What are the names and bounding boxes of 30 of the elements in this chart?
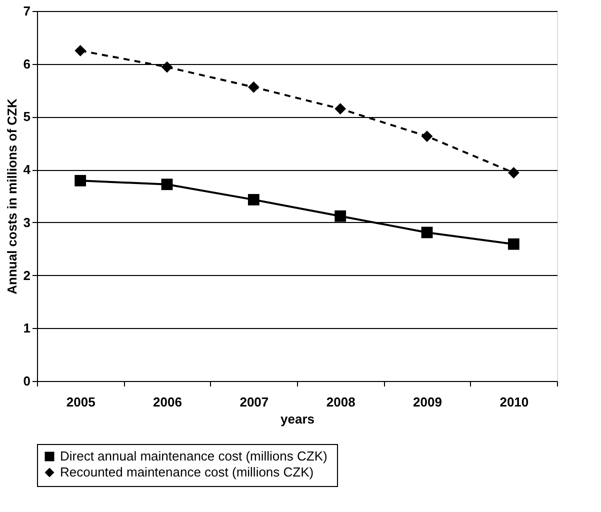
y-tick-label: 5 [23,109,30,124]
point [248,81,260,93]
x-tick-label: 2007 [240,394,269,410]
y-tick-label: 2 [23,268,30,283]
y-tick-label: 4 [23,162,32,178]
y-tick-label: 3 [23,214,30,230]
point [74,44,86,56]
legend-label: Direct annual maintenance cost (millions CZK) [60,448,328,464]
point [334,210,346,222]
point [508,238,520,250]
y-axis-title: Annual costs in millions of CZK [4,98,20,294]
point [421,226,433,238]
y-tick-label: 6 [23,56,30,72]
legend-label: Recounted maintenance cost (millions CZK) [60,464,314,480]
x-axis-title: years [280,412,314,426]
x-tick-label: 2006 [153,394,182,410]
x-tick-label: 2005 [66,394,96,410]
x-tick-label: 2010 [500,394,529,410]
y-tick-label: 0 [23,374,30,388]
point [421,130,433,142]
y-tick-label: 1 [23,320,30,336]
x-tick-label: 2008 [326,394,356,410]
x-tick-label: 2009 [413,394,442,410]
point [161,61,173,73]
point [334,103,346,114]
point [161,178,173,190]
point [508,167,520,178]
point [74,174,86,186]
point [248,194,260,206]
y-tick-label: 7 [23,4,30,18]
